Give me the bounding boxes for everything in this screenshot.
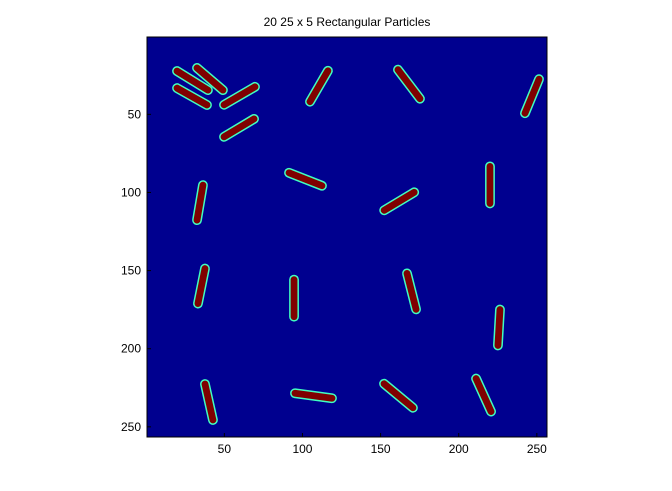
y-tick-label: 250 [121, 420, 141, 434]
particle [394, 66, 424, 103]
particle [380, 188, 418, 214]
y-tick-label: 200 [121, 342, 141, 356]
particle [403, 270, 420, 313]
x-tick-label: 200 [449, 442, 469, 456]
y-tick-label: 150 [121, 264, 141, 278]
particle [193, 181, 207, 224]
y-tick-label: 50 [128, 107, 142, 121]
particle [194, 265, 209, 307]
x-tick-label: 100 [292, 442, 312, 456]
particle [220, 83, 259, 109]
particle [193, 64, 227, 94]
x-tick-label: 150 [371, 442, 391, 456]
particle [173, 67, 212, 94]
particle [201, 380, 217, 424]
plot-frame [146, 36, 548, 438]
x-tick-label: 250 [527, 442, 547, 456]
y-tick-label: 100 [121, 185, 141, 199]
particle [521, 75, 543, 117]
particle [494, 306, 504, 349]
chart-title: 20 25 x 5 Rectangular Particles [264, 15, 431, 29]
particle [306, 67, 332, 106]
image-background [147, 37, 547, 437]
particle [380, 380, 417, 412]
particle [472, 375, 495, 415]
x-tick-label: 50 [218, 442, 232, 456]
particle [220, 115, 258, 141]
particle [173, 84, 211, 109]
particle [285, 169, 326, 190]
particle [291, 389, 336, 402]
